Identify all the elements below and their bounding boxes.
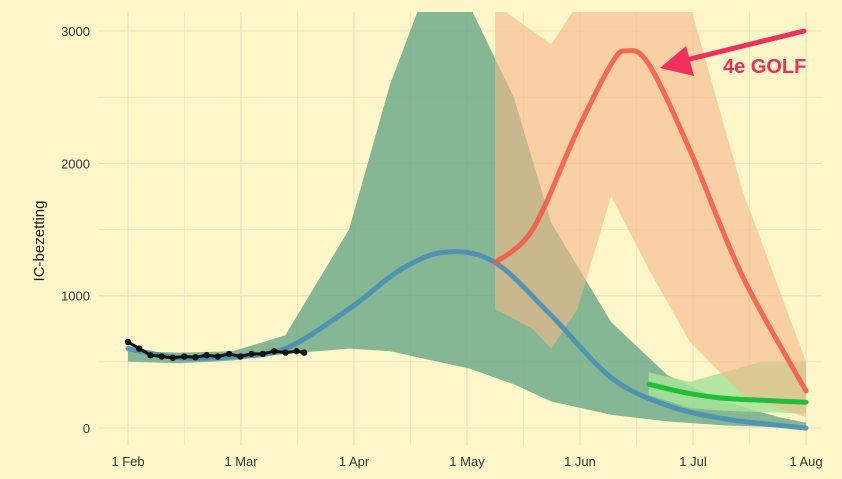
line-scenario-b: [492, 48, 809, 394]
observed-point: [237, 353, 244, 360]
y-axis-label: IC-bezetting: [31, 201, 48, 282]
series-lines: [124, 48, 809, 431]
line-scenario-c: [646, 381, 809, 405]
annotation-arrow-head: [660, 46, 694, 76]
observed-point: [259, 350, 267, 358]
y-tick-label: 3000: [61, 24, 90, 39]
observed-point: [158, 353, 165, 360]
y-tick-label: 1000: [61, 289, 90, 304]
x-tick-label: 1 May: [449, 454, 485, 469]
observed-point: [214, 353, 222, 360]
annotation-arrow-shaft: [675, 28, 807, 65]
observed-point: [270, 348, 278, 355]
observed-point: [248, 350, 255, 358]
annotation: 4e GOLF: [660, 28, 807, 78]
observed-point: [192, 354, 199, 361]
observed-point: [169, 354, 177, 362]
observed-point: [282, 349, 289, 356]
observed-point: [147, 352, 154, 359]
x-tick-label: 1 Mar: [224, 454, 258, 469]
axis-ticks: 1 Feb 1 Mar 1 Apr 1 May 1 Jun 1 Jul 1 Aug 0 1000…: [61, 24, 823, 469]
x-tick-label: 1 Apr: [339, 454, 370, 469]
observed-point: [203, 352, 210, 359]
x-tick-label: 1 Aug: [789, 454, 822, 469]
observed-point: [136, 345, 143, 352]
y-tick-label: 2000: [61, 156, 90, 171]
y-tick-label: 0: [83, 421, 90, 436]
annotation-label: 4e GOLF: [723, 56, 806, 78]
x-tick-label: 1 Jun: [564, 454, 596, 469]
observed-point: [180, 353, 188, 360]
observed-point: [225, 350, 233, 358]
band-scenario-b: [495, 12, 806, 418]
x-tick-label: 1 Feb: [111, 454, 144, 469]
band-scenario-a: [128, 12, 806, 428]
observed-point: [124, 338, 132, 346]
x-tick-label: 1 Jul: [679, 454, 707, 469]
observed-point: [293, 348, 300, 355]
observed-point: [300, 349, 308, 356]
